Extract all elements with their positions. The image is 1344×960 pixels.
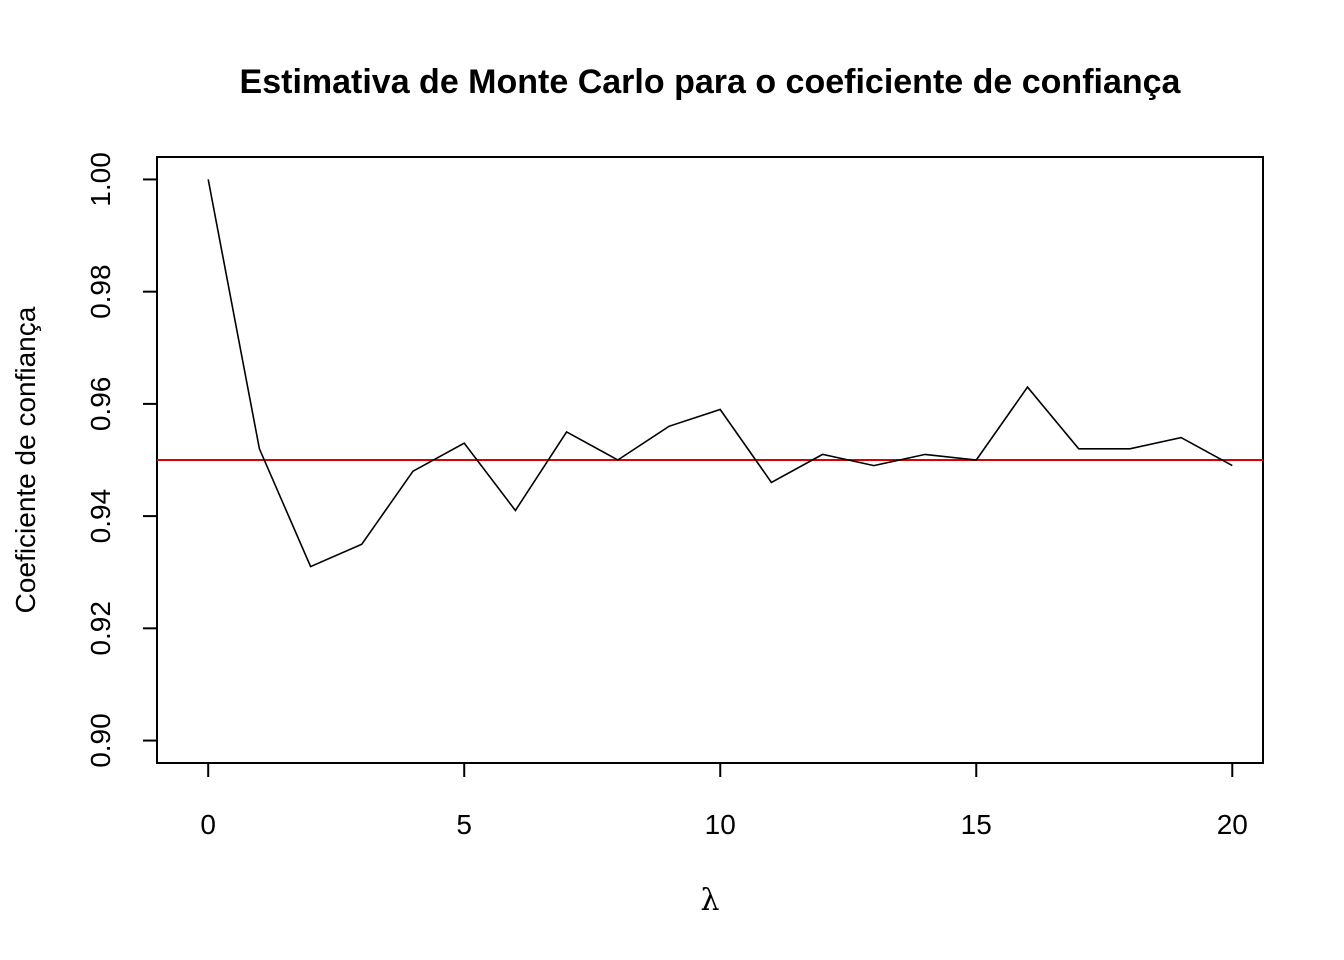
- x-axis: 0 5 10 15 20: [200, 762, 1248, 840]
- y-tick-label: 0.98: [85, 264, 116, 319]
- y-tick-label: 1.00: [85, 152, 116, 207]
- y-axis: 0.90 0.92 0.94 0.96 0.98 1.00: [85, 152, 158, 768]
- x-axis-label: λ: [700, 883, 719, 918]
- y-tick-label: 0.90: [85, 713, 116, 768]
- chart-title: Estimativa de Monte Carlo para o coefici…: [240, 63, 1182, 101]
- y-tick-label: 0.94: [85, 489, 116, 544]
- x-tick-label: 15: [961, 809, 992, 840]
- y-tick-label: 0.96: [85, 377, 116, 432]
- x-tick-label: 20: [1217, 809, 1248, 840]
- y-tick-label: 0.92: [85, 601, 116, 656]
- series-line: [207, 179, 1233, 568]
- x-tick-label: 5: [456, 809, 472, 840]
- x-tick-label: 10: [705, 809, 736, 840]
- y-axis-label: Coeficiente de confiança: [10, 306, 41, 613]
- x-tick-label: 0: [200, 809, 216, 840]
